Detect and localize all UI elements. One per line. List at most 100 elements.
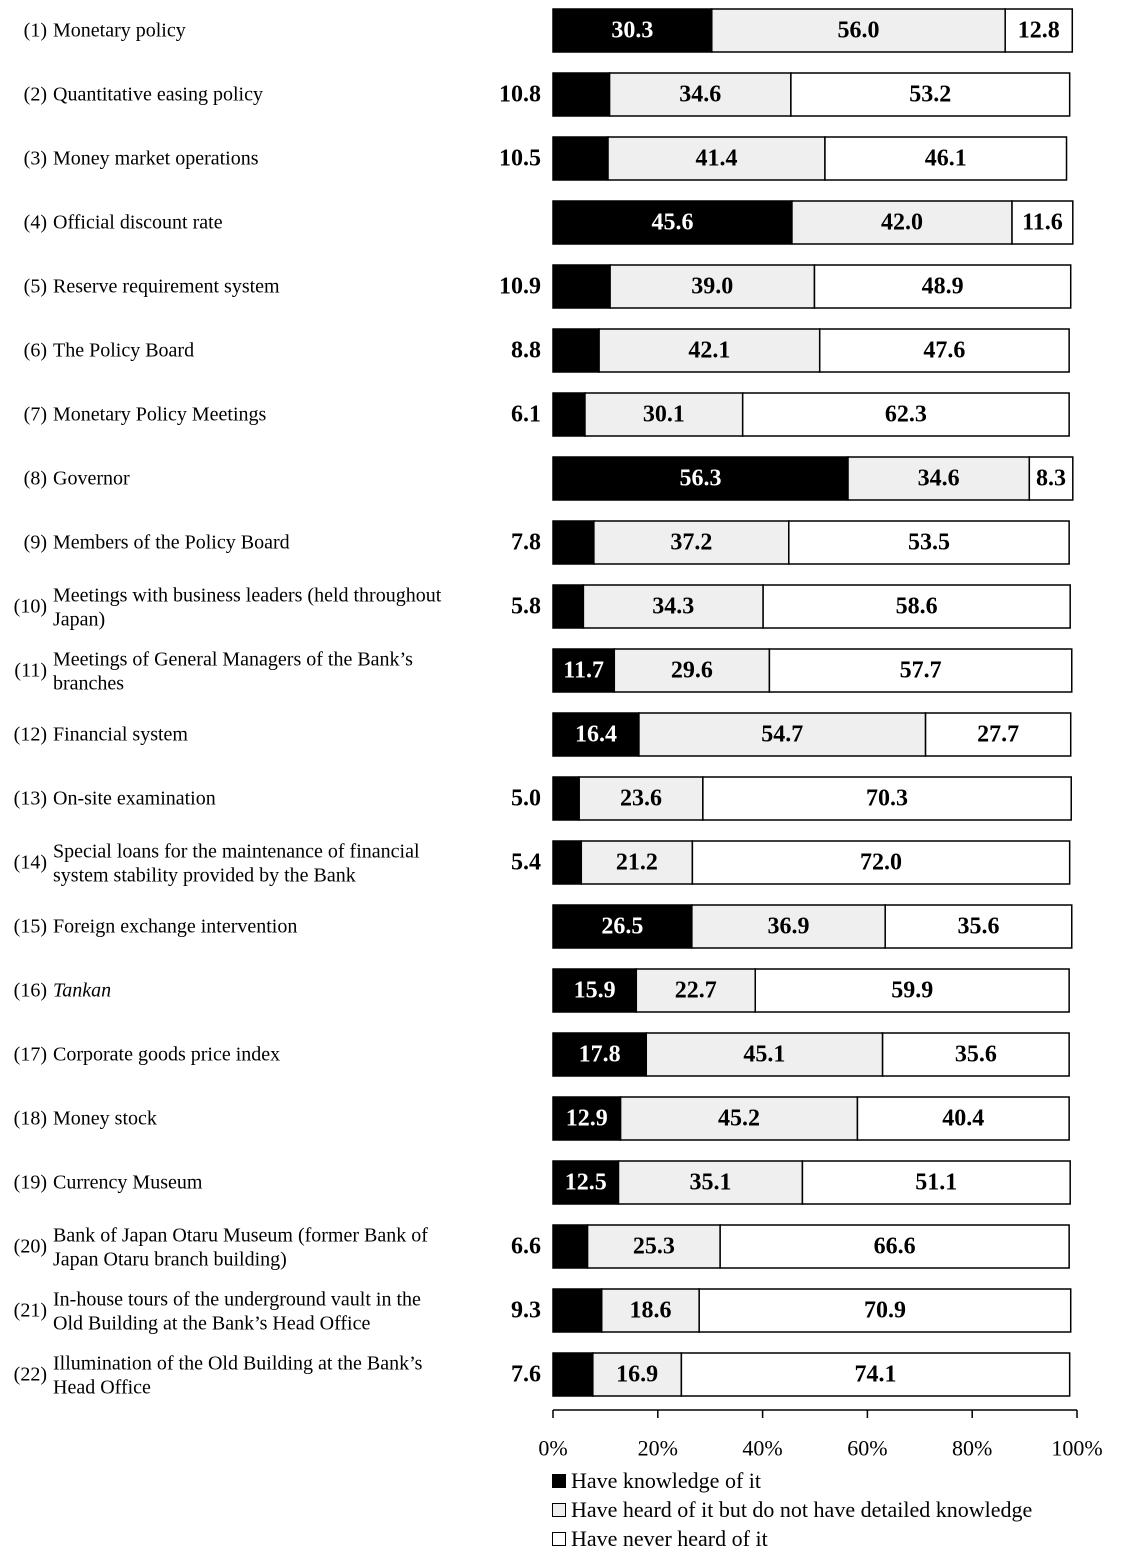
bar-segment: [691, 904, 886, 949]
bar-segment: [552, 776, 580, 821]
bar-segment: [635, 968, 757, 1013]
bar-segment: [552, 1160, 620, 1205]
data-label: 5.8: [511, 594, 541, 620]
category-label: Members of the Policy Board: [53, 532, 290, 554]
bar-segment: [702, 776, 1072, 821]
data-label: 30.1: [643, 402, 685, 428]
category-label: Monetary policy: [53, 20, 186, 42]
bar-segment: [680, 1352, 1071, 1397]
legend-swatch-knowledge: [552, 1473, 566, 1488]
category-label-line: branches: [53, 673, 124, 695]
category-label: Monetary Policy Meetings: [53, 404, 267, 426]
data-label: 21.2: [616, 850, 658, 876]
data-label: 58.6: [896, 594, 938, 620]
bar-segment: [711, 8, 1006, 53]
data-label: 34.3: [652, 594, 694, 620]
bar-segment: [881, 1032, 1070, 1077]
data-label: 25.3: [633, 1234, 675, 1260]
data-label: 6.6: [511, 1234, 541, 1260]
bar-segment: [1011, 200, 1074, 245]
bar-segment: [719, 1224, 1070, 1269]
category-label-line: system stability provided by the Bank: [53, 865, 356, 887]
category-label: Financial system: [53, 724, 188, 746]
category-number: (9): [24, 532, 47, 554]
category-label-line: Japan): [53, 609, 105, 631]
bar-segment: [856, 1096, 1070, 1141]
data-label: 41.4: [695, 146, 737, 172]
legend-item-never: Have never heard of it: [552, 1524, 1122, 1553]
bar-segment: [552, 328, 600, 373]
legend-label-heard: Have heard of it but do not have detaile…: [571, 1496, 1033, 1522]
category-label-line: Meetings with business leaders (held thr…: [53, 585, 442, 607]
bar-segment: [552, 392, 586, 437]
bar-segment: [762, 584, 1071, 629]
data-label: 15.9: [574, 978, 616, 1004]
data-label: 46.1: [925, 146, 967, 172]
bar-segment: [552, 1352, 594, 1397]
data-label: 8.3: [1036, 466, 1066, 492]
bar-segment: [613, 648, 771, 693]
data-label: 7.6: [511, 1362, 541, 1388]
category-label: Official discount rate: [53, 212, 223, 234]
category-number: (8): [24, 468, 47, 490]
data-label: 12.5: [565, 1170, 607, 1196]
data-label: 48.9: [922, 274, 964, 300]
bar-segment: [552, 904, 693, 949]
bar-segment: [741, 392, 1070, 437]
data-label: 42.0: [881, 210, 923, 236]
data-label: 5.4: [511, 850, 541, 876]
legend: Have knowledge of it Have heard of it bu…: [552, 1466, 1122, 1553]
x-tick-label: 80%: [952, 1436, 992, 1461]
data-label: 35.6: [957, 914, 999, 940]
data-label: 8.8: [511, 338, 541, 364]
bar-segment: [924, 712, 1072, 757]
bar-segment: [801, 1160, 1071, 1205]
category-number: (2): [24, 84, 47, 106]
bar-segment: [552, 264, 611, 309]
data-label: 11.6: [1022, 210, 1063, 236]
data-label: 59.9: [891, 978, 933, 1004]
category-label: Foreign exchange intervention: [53, 916, 297, 938]
bar-segment: [645, 1032, 884, 1077]
data-label: 40.4: [942, 1106, 984, 1132]
category-label: Tankan: [53, 980, 111, 1002]
category-label: The Policy Board: [53, 340, 194, 362]
data-label: 45.6: [651, 210, 693, 236]
legend-swatch-never: [552, 1531, 566, 1546]
data-label: 70.9: [864, 1298, 906, 1324]
bar-segment: [552, 136, 609, 181]
bar-segment: [768, 648, 1073, 693]
category-label-line: In-house tours of the underground vault …: [53, 1289, 421, 1311]
category-number: (13): [14, 788, 47, 810]
legend-swatch-heard: [552, 1502, 566, 1517]
category-number: (3): [24, 148, 47, 170]
bar-segment: [607, 136, 826, 181]
category-number: (16): [14, 980, 47, 1002]
data-label: 42.1: [688, 338, 730, 364]
bar-segment: [884, 904, 1073, 949]
category-number: (6): [24, 340, 47, 362]
data-label: 9.3: [511, 1298, 541, 1324]
category-label-line: Old Building at the Bank’s Head Office: [53, 1313, 370, 1335]
data-label: 16.9: [616, 1362, 658, 1388]
bar-segment: [586, 1224, 721, 1269]
bar-segment: [698, 1288, 1072, 1333]
data-label: 57.7: [900, 658, 942, 684]
data-label: 36.9: [768, 914, 810, 940]
data-label: 11.7: [563, 658, 604, 684]
legend-item-knowledge: Have knowledge of it: [552, 1466, 1122, 1495]
bar-segment: [552, 1224, 589, 1269]
data-label: 74.1: [855, 1362, 897, 1388]
data-label: 34.6: [679, 82, 721, 108]
category-label-line: Head Office: [53, 1377, 151, 1399]
category-number: (14): [14, 852, 47, 874]
data-label: 17.8: [579, 1042, 621, 1068]
data-label: 45.1: [743, 1042, 785, 1068]
data-label: 72.0: [860, 850, 902, 876]
data-label: 39.0: [691, 274, 733, 300]
data-label: 16.4: [575, 722, 617, 748]
category-number: (4): [24, 212, 47, 234]
bar-segment: [824, 136, 1068, 181]
category-label: Currency Museum: [53, 1172, 203, 1194]
data-label: 12.8: [1018, 18, 1060, 44]
